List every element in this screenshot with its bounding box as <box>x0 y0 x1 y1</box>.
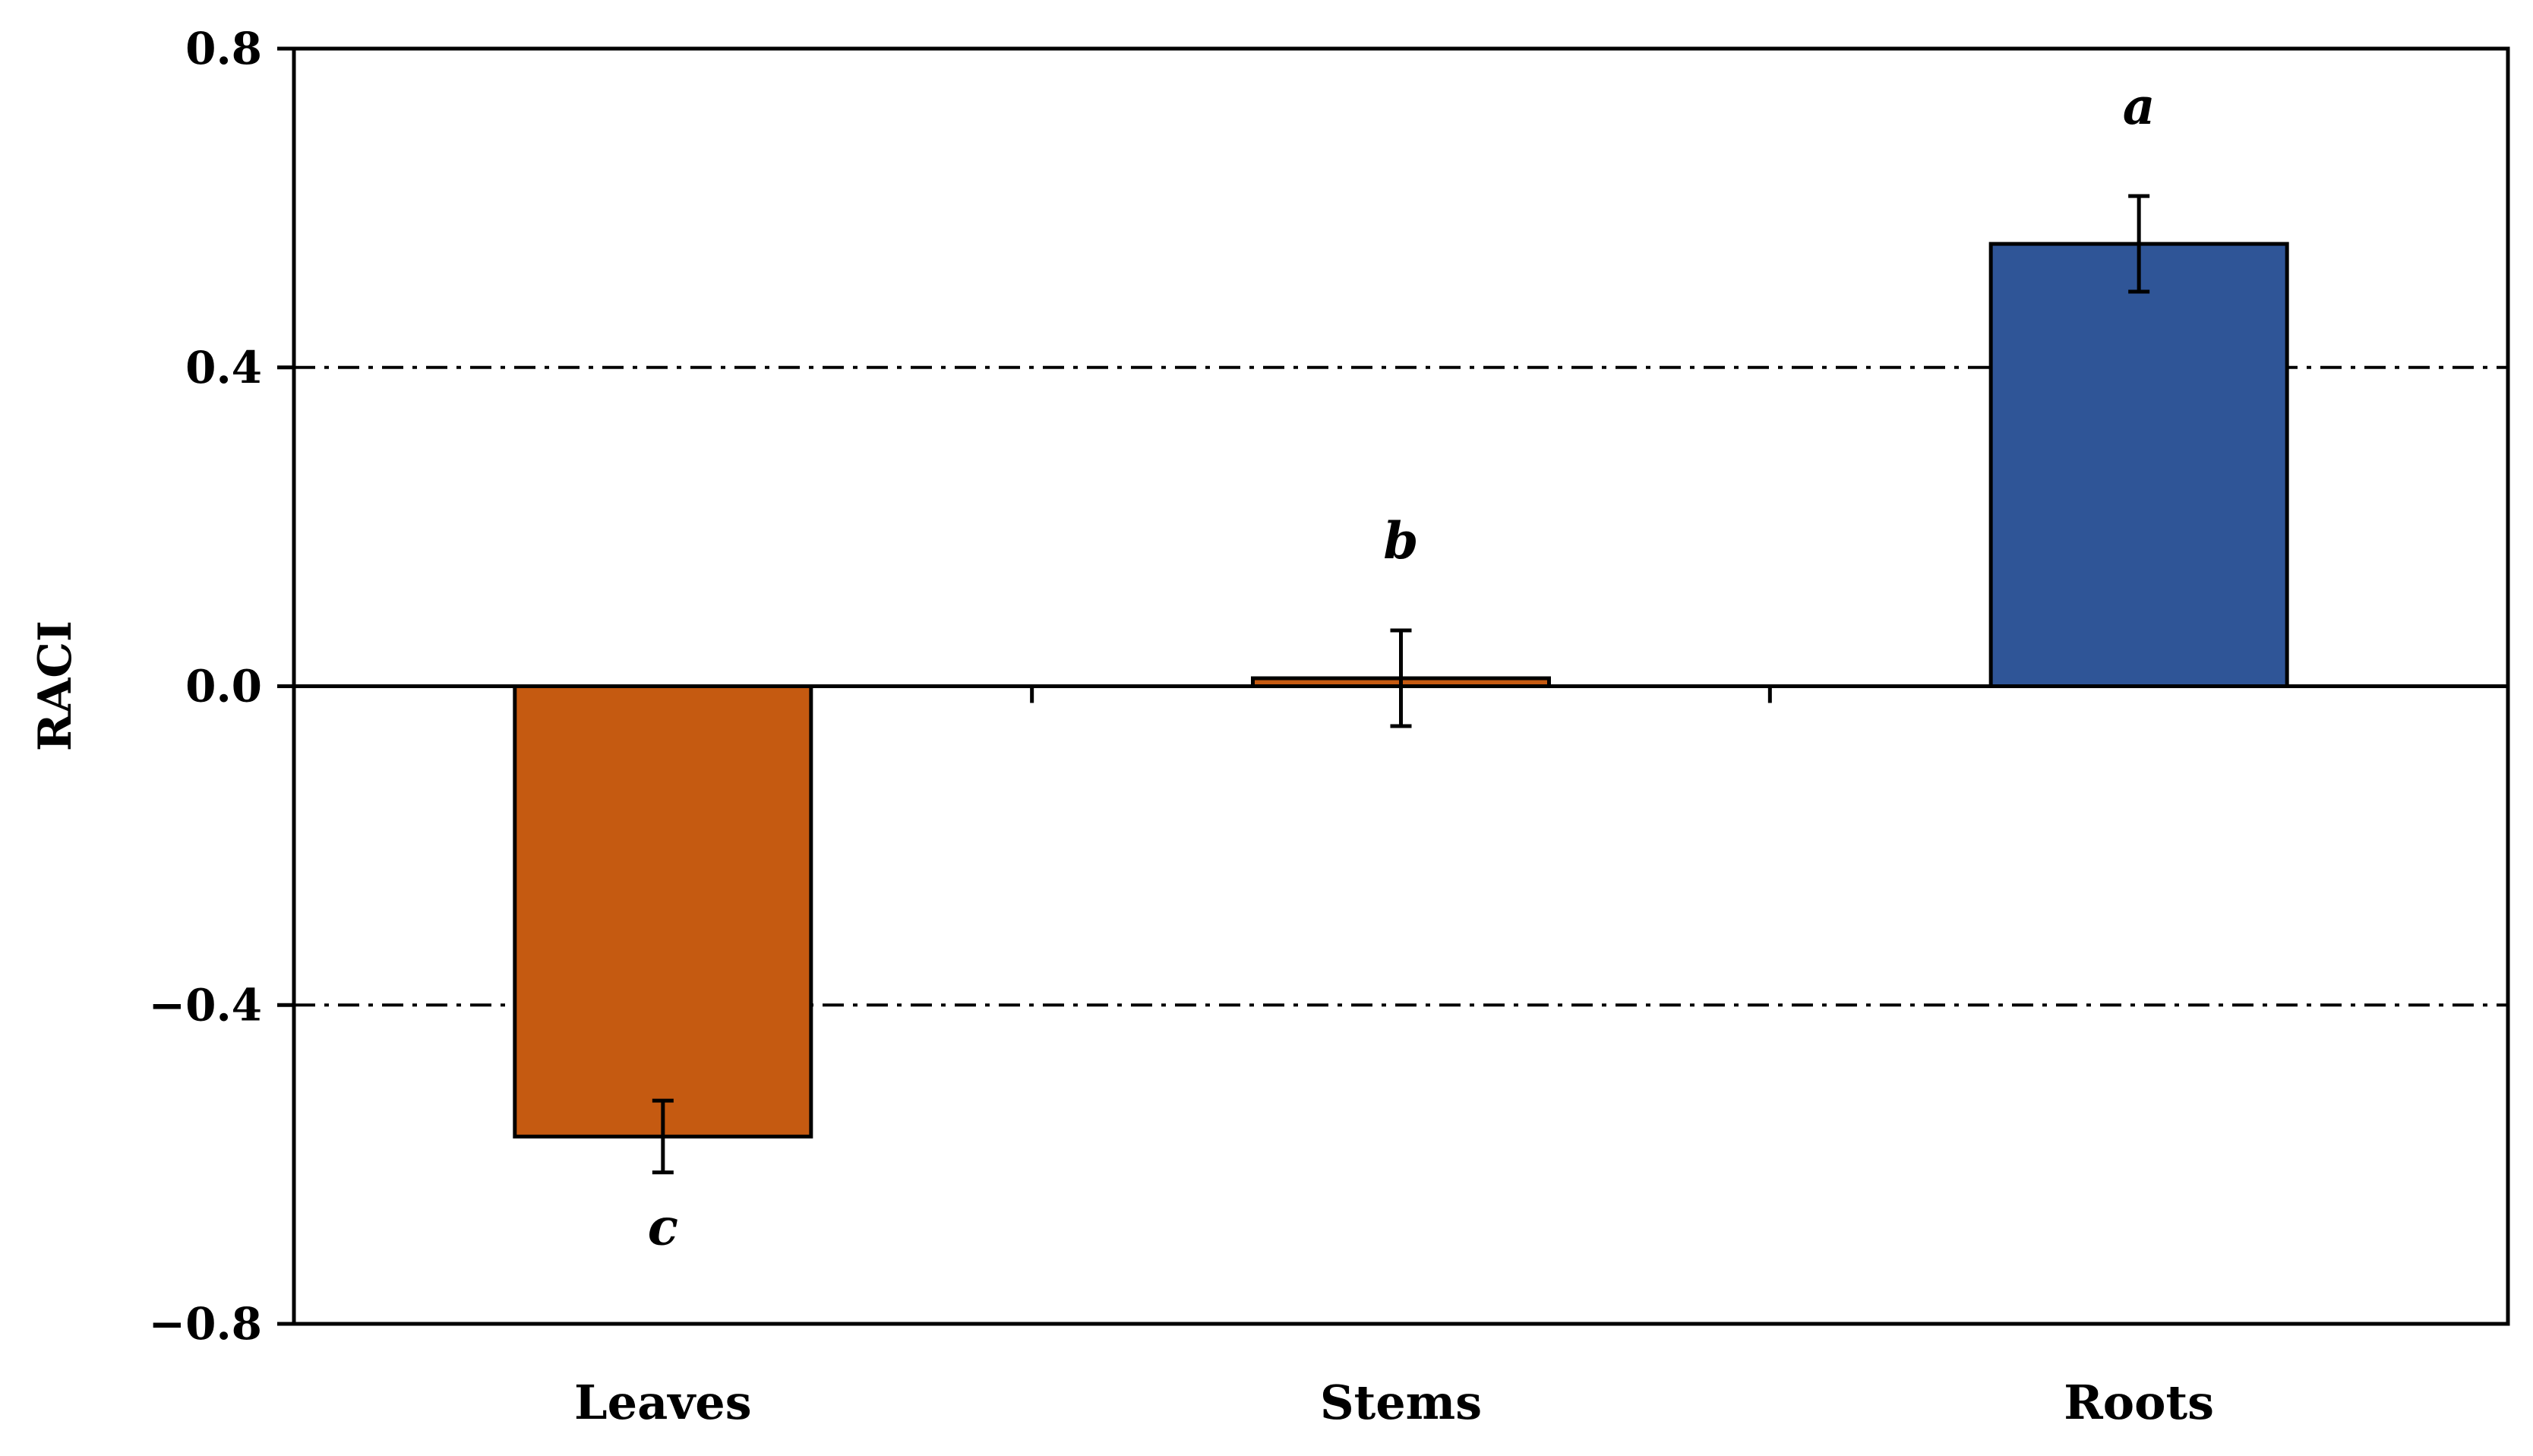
y-tick-label: 0.4 <box>185 342 262 393</box>
significance-letter: c <box>648 1198 678 1257</box>
y-tick-label: 0.8 <box>185 23 262 74</box>
y-tick-label: 0.0 <box>185 661 262 712</box>
bar-leaves <box>513 684 813 1139</box>
x-category-label: Stems <box>1320 1375 1482 1430</box>
bar-roots <box>1988 242 2289 688</box>
significance-letter: a <box>2123 77 2156 136</box>
x-category-label: Roots <box>2064 1375 2214 1430</box>
x-category-label: Leaves <box>574 1375 752 1430</box>
labels: 0.8 0.4 0.0 −0.4 −0.8 Leaves c Stems b Roots a <box>148 23 2214 1430</box>
y-axis-title: RACI <box>29 621 82 751</box>
significance-letter: b <box>1383 511 1418 570</box>
y-tick-label: −0.4 <box>148 979 262 1031</box>
error-bars <box>652 194 2150 1175</box>
y-tick-label: −0.8 <box>148 1298 262 1350</box>
